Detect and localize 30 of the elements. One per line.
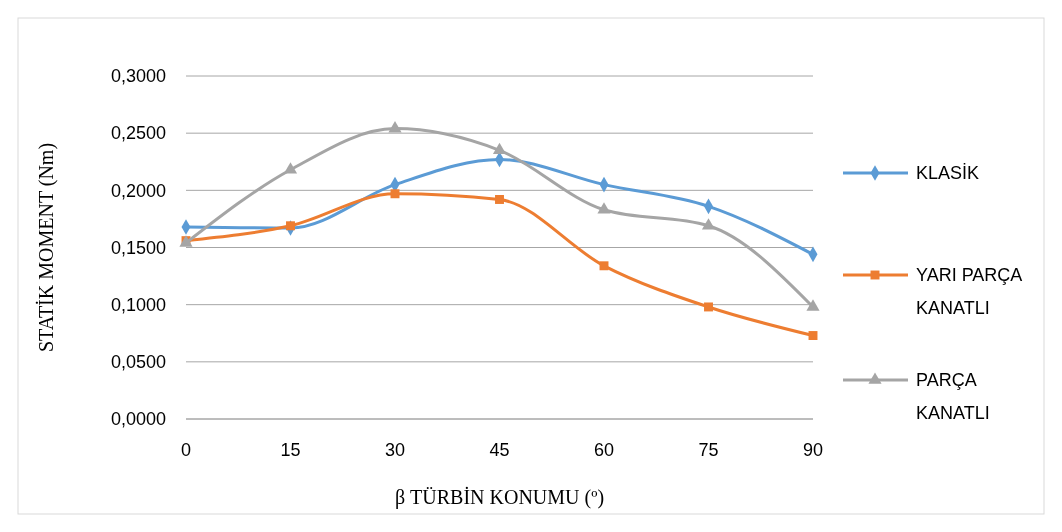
point bbox=[704, 302, 713, 312]
y-tick-label: 0,1000 bbox=[110, 294, 166, 315]
point bbox=[390, 189, 400, 199]
legend-label: PARÇA KANATLI bbox=[916, 370, 990, 424]
x-tick-label: 15 bbox=[280, 440, 301, 460]
x-tick-label: 90 bbox=[802, 440, 824, 460]
x-tick-label: 0 bbox=[180, 440, 192, 460]
point bbox=[495, 195, 504, 204]
point bbox=[701, 218, 716, 230]
point bbox=[808, 331, 818, 341]
y-tick-label: 0,2500 bbox=[110, 123, 166, 144]
point bbox=[492, 142, 507, 155]
point bbox=[283, 162, 298, 174]
x-tick-label: 60 bbox=[593, 440, 615, 460]
x-tick-label: 45 bbox=[489, 440, 510, 460]
y-tick-label: 0,1500 bbox=[110, 237, 166, 258]
point bbox=[388, 121, 402, 133]
y-tick-label: 0,2000 bbox=[110, 180, 166, 201]
y-tick-label: 0,0000 bbox=[110, 409, 166, 430]
x-axis-title: β TÜRBİN KONUMU (º) bbox=[394, 486, 605, 509]
x-tick-label: 30 bbox=[384, 440, 406, 460]
x-tick-label: 75 bbox=[698, 440, 719, 460]
y-tick-label: 0,3000 bbox=[110, 66, 166, 87]
point bbox=[599, 261, 609, 271]
y-tick-label: 0,0500 bbox=[110, 352, 166, 373]
legend-label: YARI PARÇA KANATLI bbox=[916, 265, 1023, 319]
y-axis-title: STATİK MOMENT (Nm) bbox=[35, 142, 58, 353]
legend-label: KLASİK bbox=[916, 163, 980, 184]
point bbox=[286, 221, 295, 231]
point bbox=[597, 202, 611, 214]
